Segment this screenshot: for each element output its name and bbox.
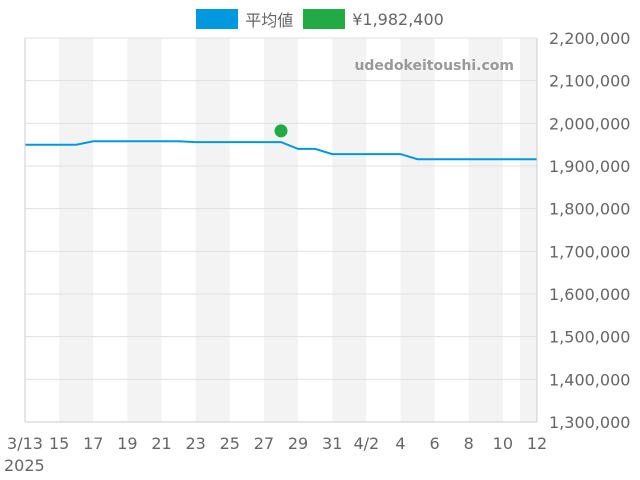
legend-label-price: ¥1,982,400 bbox=[352, 9, 444, 29]
y-tick-label: 1,300,000 bbox=[549, 413, 630, 432]
x-tick-label: 25 bbox=[220, 434, 240, 453]
y-tick-label: 1,800,000 bbox=[549, 200, 630, 219]
x-tick-label: 21 bbox=[151, 434, 171, 453]
y-axis-labels: 1,300,000 1,400,000 1,500,000 1,600,000 1,70… bbox=[549, 29, 630, 432]
series-layer bbox=[25, 124, 537, 161]
y-tick-label: 1,700,000 bbox=[549, 242, 630, 261]
price-point bbox=[274, 124, 288, 138]
average-line bbox=[25, 140, 537, 161]
x-tick-label: 6 bbox=[430, 434, 440, 453]
x-tick-label: 3/13 bbox=[7, 434, 43, 453]
legend-swatch-average bbox=[196, 9, 239, 29]
x-tick-label: 29 bbox=[288, 434, 308, 453]
y-tick-label: 1,900,000 bbox=[549, 157, 630, 176]
x-tick-label: 15 bbox=[49, 434, 69, 453]
legend-item-average[interactable]: 平均値 bbox=[196, 7, 293, 31]
background-band bbox=[519, 38, 537, 422]
x-tick-label: 10 bbox=[493, 434, 513, 453]
background-band bbox=[468, 38, 503, 422]
x-tick-label: 27 bbox=[254, 434, 274, 453]
x-tick-label: 19 bbox=[117, 434, 137, 453]
background-band bbox=[400, 38, 435, 422]
legend-swatch-price bbox=[303, 9, 346, 29]
background-band bbox=[195, 38, 230, 422]
x-tick-label: 4 bbox=[395, 434, 405, 453]
background-bands bbox=[59, 38, 537, 422]
background-band bbox=[332, 38, 367, 422]
x-tick-label: 12 bbox=[527, 434, 547, 453]
background-band bbox=[59, 38, 94, 422]
x-tick-label: 23 bbox=[185, 434, 205, 453]
y-tick-label: 1,400,000 bbox=[549, 370, 630, 389]
x-tick-label: 17 bbox=[83, 434, 103, 453]
x-tick-label: 8 bbox=[464, 434, 474, 453]
x-axis-labels: 3/13 15 17 19 21 23 25 27 29 31 4/2 4 6 8 10 12 2025 bbox=[4, 434, 547, 475]
x-year-label: 2025 bbox=[4, 456, 45, 475]
background-band bbox=[127, 38, 162, 422]
x-tick-label: 31 bbox=[322, 434, 342, 453]
background-band bbox=[263, 38, 299, 422]
gridlines bbox=[25, 37, 537, 423]
watermark: udedokeitoushi.com bbox=[354, 58, 514, 74]
y-tick-label: 1,500,000 bbox=[549, 328, 630, 347]
axes bbox=[24, 38, 538, 423]
legend-label-average: 平均値 bbox=[245, 11, 294, 30]
y-tick-label: 1,600,000 bbox=[549, 285, 630, 304]
legend: 平均値 ¥1,982,400 bbox=[0, 7, 640, 31]
legend-item-price[interactable]: ¥1,982,400 bbox=[303, 9, 444, 29]
y-tick-label: 2,200,000 bbox=[549, 29, 630, 48]
x-tick-label: 4/2 bbox=[353, 434, 379, 453]
y-tick-label: 2,100,000 bbox=[549, 72, 630, 91]
y-tick-label: 2,000,000 bbox=[549, 114, 630, 133]
